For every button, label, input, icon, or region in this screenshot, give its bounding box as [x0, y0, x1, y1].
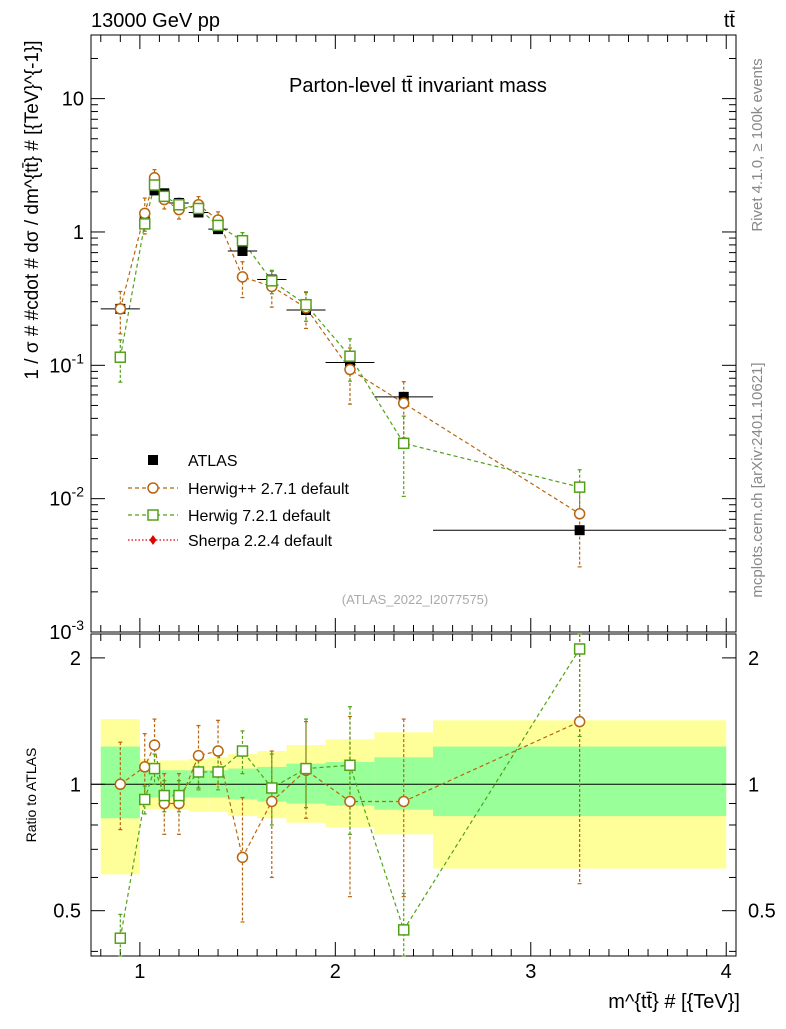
main-series-2-point: [300, 298, 312, 311]
data-point: [344, 357, 355, 368]
ratio-series-1-point: [114, 932, 127, 944]
ratio-series-0-point: [114, 778, 127, 791]
main-ytick-label: 1: [73, 222, 84, 244]
ratio-series-0-point: [192, 749, 205, 762]
ratio-series-0-point: [397, 795, 410, 808]
main-series-1-point: [573, 508, 586, 520]
legend-marker-2: [147, 509, 159, 521]
main-series-1-point: [114, 303, 127, 315]
legend-label-3: Sherpa 2.2.4 default: [188, 533, 333, 550]
main-series-2-point: [266, 275, 278, 287]
legend-marker-0: [148, 455, 158, 465]
main-panel: 10-3 10-2 10-1 1 10 ATLAS Herwig++ 2.7.1 defau…: [49, 34, 737, 644]
main-ytick-label: 10-3: [49, 617, 84, 644]
mcplots-label: mcplots.cern.ch [arXiv:2401.10621]: [749, 362, 766, 597]
x-axis-label: m^{tt̄} # [{TeV}]: [608, 991, 740, 1013]
main-series-2-point: [192, 202, 205, 215]
ratio-series-0-point: [148, 739, 161, 751]
data-point: [574, 525, 585, 536]
ratio-ytick-label-right: 2: [748, 648, 759, 670]
ratio-series-0-point: [344, 795, 356, 808]
main-ytick-label: 10-1: [49, 350, 84, 377]
main-series-1-point: [397, 397, 410, 409]
header-left: 13000 GeV pp: [91, 10, 220, 32]
ratio-series-1-point: [344, 759, 356, 772]
main-series-2-point: [236, 234, 249, 247]
main-series-2-point: [158, 190, 171, 203]
ratio-panel: 0.5 0.5 1 1 2 2 1 2 3 4: [53, 633, 776, 983]
main-series-2-point: [397, 437, 410, 450]
ratio-series-1-point: [266, 782, 278, 794]
legend-marker-3: [149, 535, 157, 545]
ratio-series-0-point: [573, 715, 586, 728]
main-ytick-label: 10: [62, 89, 84, 111]
ratio-series-1-point: [573, 643, 586, 655]
ratio-series-0-point: [212, 745, 224, 757]
main-y-axis-label: 1 / σ # #cdot # dσ / dm^{tt̄} # [{TeV}^{…: [22, 40, 43, 379]
data-point: [237, 245, 248, 256]
main-series-2-point: [212, 219, 224, 232]
ratio-xtick-label: 2: [330, 961, 341, 983]
main-series-2-point: [573, 481, 586, 493]
ratio-xtick-label: 4: [721, 961, 732, 983]
main-series-1-point: [236, 271, 249, 283]
ratio-ytick-label: 1: [70, 774, 81, 796]
main-ytick-label: 10-2: [49, 484, 84, 511]
ratio-series-0-point: [236, 851, 249, 864]
ratio-series-1-point: [158, 789, 171, 802]
data-point: [398, 391, 409, 402]
main-series-1-point: [344, 363, 356, 376]
watermark: (ATLAS_2022_I2077575): [342, 592, 488, 607]
ratio-ytick-label-right: 1: [748, 774, 759, 796]
main-series-line-2: [119, 183, 580, 488]
ratio-series-1-point: [148, 762, 161, 775]
ratio-series-1-point: [300, 762, 312, 775]
main-series-2-point: [148, 179, 161, 191]
legend-label-0: ATLAS: [188, 453, 238, 470]
ratio-ytick-label: 0.5: [53, 901, 81, 923]
ratio-ytick-label: 2: [70, 648, 81, 670]
legend-marker-1: [147, 482, 159, 494]
ratio-series-1-point: [139, 793, 151, 806]
main-title: Parton-level tt̄ invariant mass: [289, 75, 547, 97]
rivet-label: Rivet 4.1.0, ≥ 100k events: [749, 58, 766, 231]
ratio-xtick-label: 3: [525, 961, 536, 983]
legend-label-1: Herwig++ 2.7.1 default: [188, 481, 350, 498]
ratio-ytick-label-right: 0.5: [748, 901, 776, 923]
ratio-y-axis-label: Ratio to ATLAS: [23, 748, 39, 843]
ratio-series-1-point: [173, 789, 185, 802]
ratio-series-1-point: [192, 766, 205, 778]
main-series-2-point: [173, 198, 185, 211]
ratio-series-0-point: [266, 795, 278, 808]
ratio-series-1-point: [397, 924, 410, 936]
main-series-2-point: [344, 350, 356, 362]
ratio-xtick-label: 1: [134, 961, 145, 983]
ratio-series-1-point: [236, 745, 249, 757]
main-series-1-point: [139, 207, 151, 220]
ratio-series-0-point: [139, 761, 151, 773]
main-series-2-point: [114, 351, 127, 363]
main-series-2-point: [139, 218, 151, 230]
legend-label-2: Herwig 7.2.1 default: [188, 508, 331, 525]
ratio-series-1-point: [212, 766, 224, 778]
header-right: tt̄: [724, 10, 736, 32]
